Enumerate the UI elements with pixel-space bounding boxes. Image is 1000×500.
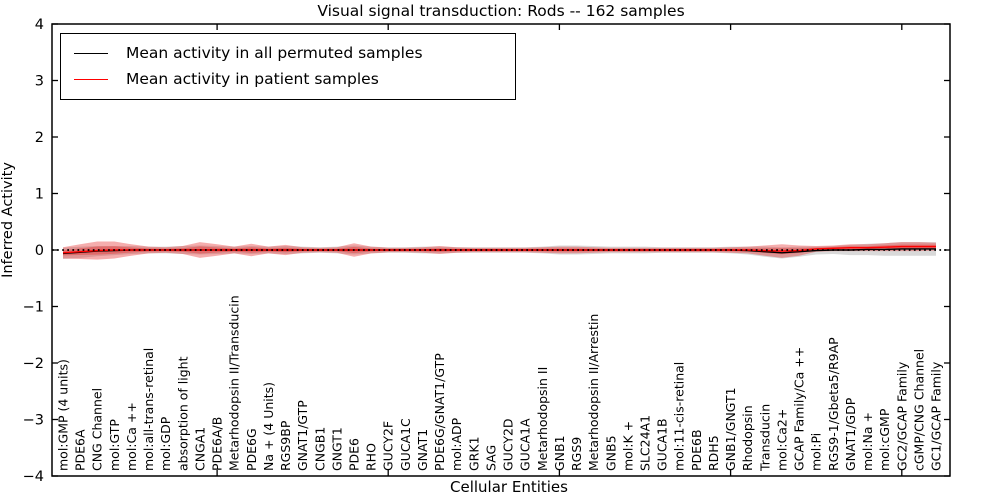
x-category-label: GCAP Family/Ca ++ xyxy=(792,347,807,471)
y-tick-label: 1 xyxy=(35,187,44,203)
x-category-label: GNB1 xyxy=(552,435,567,471)
x-category-label: PDE6 xyxy=(347,438,362,471)
x-category-label: mol:11-cis-retinal xyxy=(672,362,687,471)
x-category-label: SAG xyxy=(483,445,498,471)
legend-line-sample-black xyxy=(74,52,108,54)
x-category-label: mol:K + xyxy=(620,421,635,471)
y-axis-label: Inferred Activity xyxy=(0,162,16,278)
x-category-label: GUCA1A xyxy=(518,418,533,471)
legend-line-sample-red xyxy=(74,78,108,80)
x-category-label: GNGT1 xyxy=(329,427,344,471)
x-category-label: GNB5 xyxy=(603,435,618,471)
x-category-label: PDE6G xyxy=(244,428,259,471)
x-category-label: mol:all-trans-retinal xyxy=(141,348,156,471)
legend-box: Mean activity in all permuted samples Me… xyxy=(60,33,516,100)
x-category-label: Metarhodopsin II/Arrestin xyxy=(586,314,601,471)
x-category-label: GC1/GCAP Family xyxy=(929,361,944,471)
x-category-label: GRK1 xyxy=(466,436,481,471)
x-category-label: PDE6G/GNAT1/GTP xyxy=(432,353,447,471)
y-tick-label: 0 xyxy=(35,243,44,259)
y-tick-label: 2 xyxy=(35,130,44,146)
x-category-label: GNAT1/GDP xyxy=(843,397,858,471)
x-category-label: Metarhodopsin II xyxy=(535,367,550,471)
x-category-label: CNGB1 xyxy=(312,427,327,471)
x-category-label: SLC24A1 xyxy=(638,415,653,471)
x-category-label: GNAT1 xyxy=(415,429,430,471)
x-category-label: PDE6B xyxy=(689,429,704,471)
x-category-label: PDE6A xyxy=(73,429,88,471)
x-category-label: Rhodopsin xyxy=(740,405,755,471)
x-category-label: RGS9-1/Gbeta5/R9AP xyxy=(826,337,841,471)
x-axis-label: Cellular Entities xyxy=(450,478,568,496)
legend-item-permuted: Mean activity in all permuted samples xyxy=(61,40,515,66)
x-category-label: mol:ADP xyxy=(449,417,464,471)
x-category-label: cGMP/CNG Channel xyxy=(911,349,926,471)
x-category-label: absorption of light xyxy=(175,356,190,471)
y-tick-label: 3 xyxy=(35,74,44,90)
y-tick-label: −1 xyxy=(23,300,44,316)
x-category-label: GUCY2D xyxy=(501,418,516,471)
x-category-label: Metarhodopsin II/Transducin xyxy=(227,295,242,471)
x-category-label: RGS9 xyxy=(569,437,584,471)
x-category-label: GNB1/GNGT1 xyxy=(723,387,738,471)
plot-title: Visual signal transduction: Rods -- 162 … xyxy=(317,2,685,20)
x-category-label: mol:GMP (4 units) xyxy=(56,359,71,471)
x-category-label: GUCA1B xyxy=(655,418,670,471)
x-category-label: mol:Ca ++ xyxy=(124,402,139,471)
y-tick-label: 4 xyxy=(35,17,44,33)
y-tick-label: −3 xyxy=(23,413,44,429)
x-category-label: mol:Na + xyxy=(860,412,875,471)
x-category-label: RHO xyxy=(364,443,379,471)
x-category-label: GC2/GCAP Family xyxy=(894,361,909,471)
x-category-label: GUCY2F xyxy=(381,421,396,471)
x-category-label: GUCA1C xyxy=(398,418,413,471)
patient-mean-line xyxy=(62,245,936,254)
x-category-label: mol:Pi xyxy=(809,433,824,471)
legend-item-patient: Mean activity in patient samples xyxy=(61,66,515,92)
y-tick-label: −4 xyxy=(23,469,44,485)
x-category-label: mol:Ca2+ xyxy=(774,409,789,471)
x-category-label: CNG Channel xyxy=(90,388,105,471)
x-category-label: CNGA1 xyxy=(192,427,207,471)
x-category-label: GNAT1/GTP xyxy=(295,400,310,471)
legend-label: Mean activity in patient samples xyxy=(126,70,379,88)
y-tick-label: −2 xyxy=(23,356,44,372)
x-category-label: RDH5 xyxy=(706,435,721,471)
x-category-label: PDE6A/B xyxy=(210,417,225,471)
x-category-label: mol:cGMP xyxy=(877,408,892,471)
x-category-label: mol:GTP xyxy=(107,419,122,471)
x-category-label: mol:GDP xyxy=(158,416,173,471)
legend-label: Mean activity in all permuted samples xyxy=(126,44,423,62)
x-category-label: Transducin xyxy=(757,404,772,472)
x-category-label: RGS9BP xyxy=(278,420,293,471)
x-category-label: Na + (4 Units) xyxy=(261,382,276,471)
